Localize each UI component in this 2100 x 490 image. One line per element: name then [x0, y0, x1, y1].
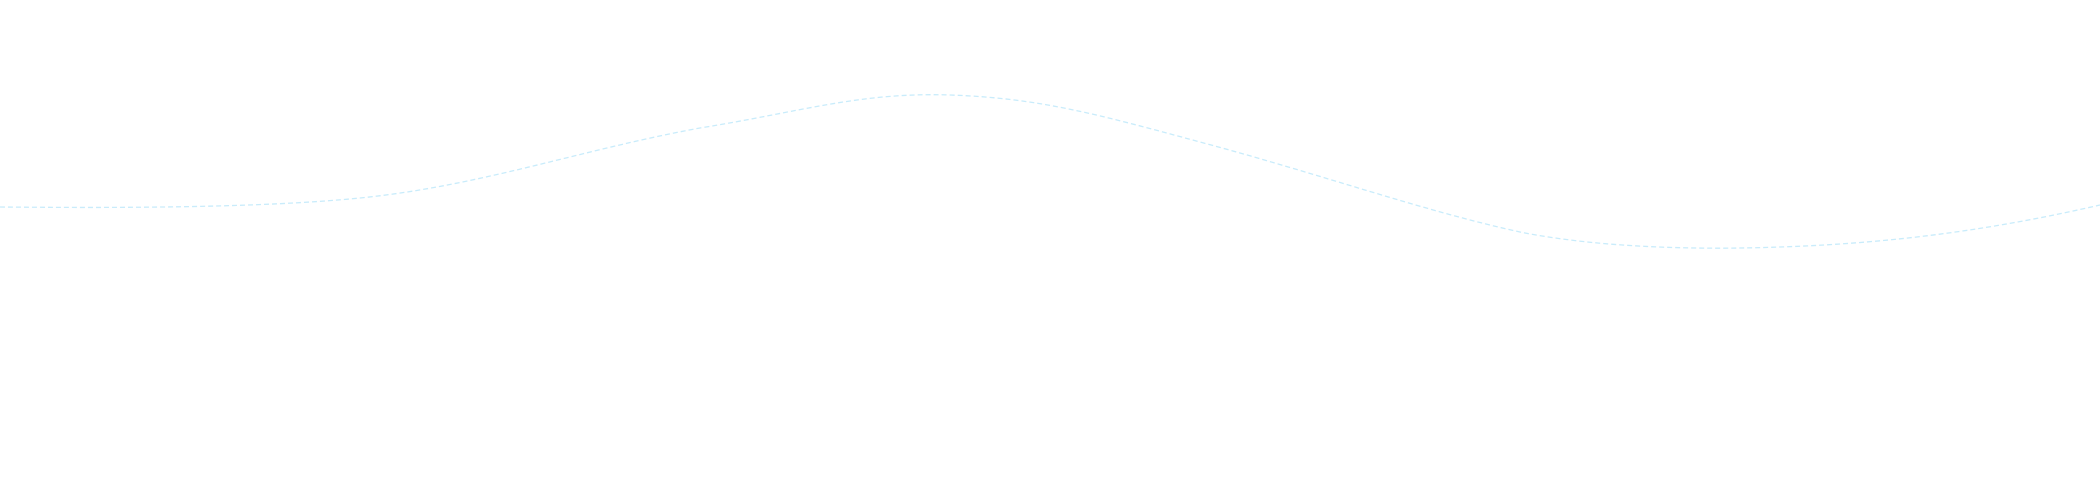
dashed-wave-line [0, 94, 2100, 249]
